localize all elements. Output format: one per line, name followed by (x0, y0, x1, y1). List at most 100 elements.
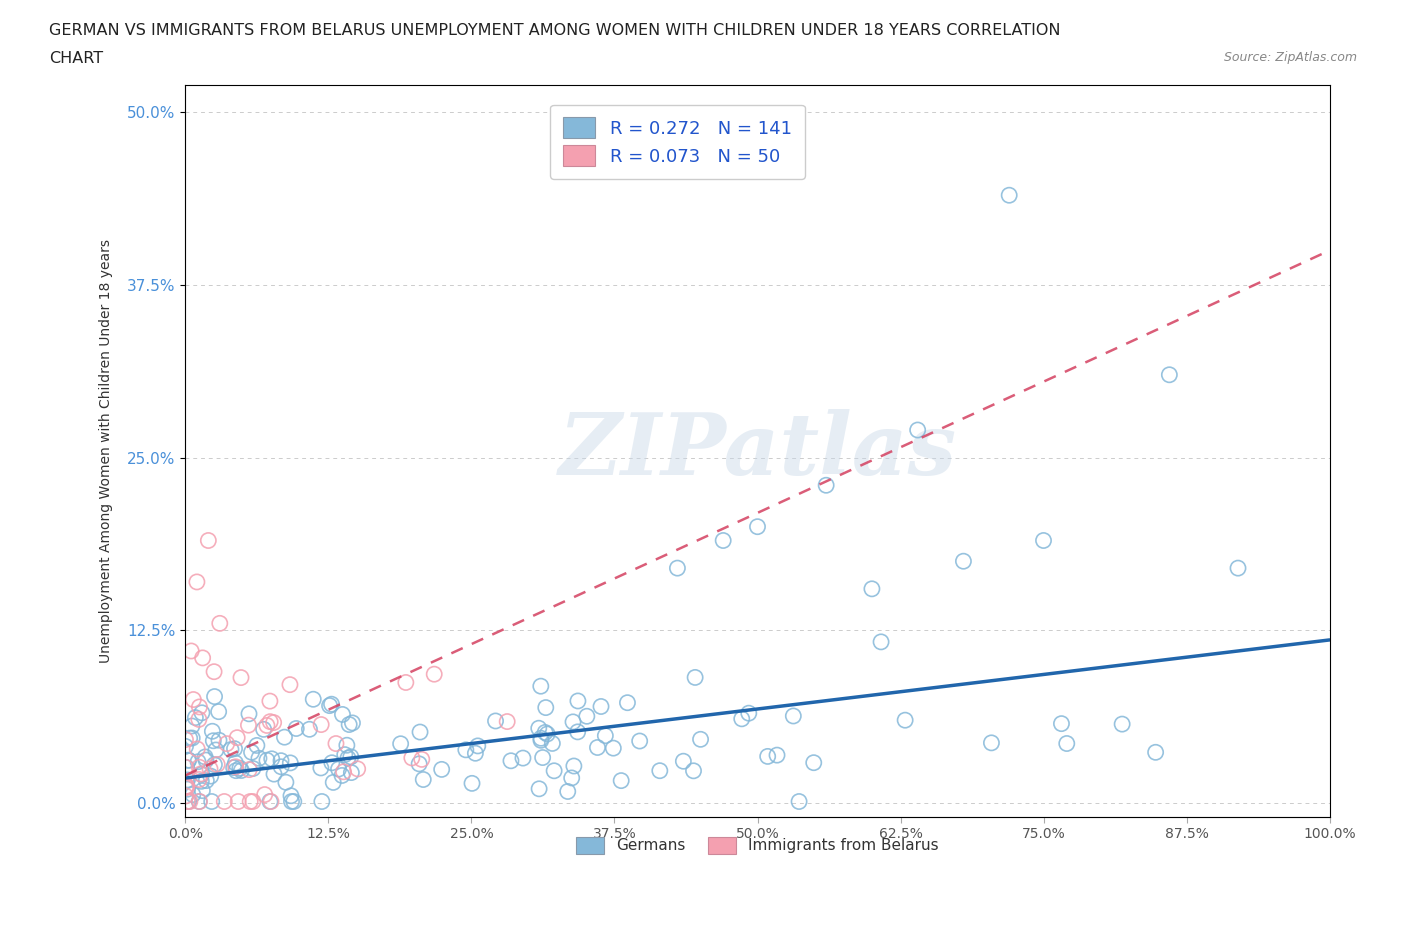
Point (1050, 716, 1073, 731)
Point (246, 738, 269, 753)
Point (541, 736, 564, 751)
Point (1111, 717, 1133, 732)
Point (648, 764, 671, 778)
Point (201, 724, 224, 738)
Point (224, 755, 246, 770)
Point (260, 794, 283, 809)
Point (229, 761, 252, 776)
Point (298, 722, 321, 737)
Point (180, 644, 202, 658)
Point (536, 726, 558, 741)
Point (499, 753, 522, 768)
Text: ZIPatlas: ZIPatlas (558, 409, 956, 493)
Point (181, 787, 204, 802)
Point (894, 712, 917, 727)
Point (219, 742, 242, 757)
Point (408, 756, 430, 771)
Point (259, 694, 281, 709)
Text: GERMAN VS IMMIGRANTS FROM BELARUS UNEMPLOYMENT AMONG WOMEN WITH CHILDREN UNDER 1: GERMAN VS IMMIGRANTS FROM BELARUS UNEMPL… (49, 23, 1060, 38)
Point (998, 188, 1021, 203)
Point (496, 714, 519, 729)
Point (253, 787, 276, 802)
Point (952, 553, 974, 568)
Point (208, 616, 231, 631)
Point (756, 749, 779, 764)
Point (430, 762, 453, 777)
Point (325, 737, 347, 751)
Point (201, 794, 224, 809)
Point (682, 764, 704, 778)
Point (567, 724, 589, 739)
Point (205, 757, 228, 772)
Point (263, 766, 285, 781)
Point (467, 738, 489, 753)
Point (176, 760, 198, 775)
Point (176, 779, 198, 794)
Point (815, 478, 838, 493)
Text: CHART: CHART (49, 51, 103, 66)
Point (870, 634, 893, 649)
Point (342, 715, 364, 730)
Point (278, 677, 301, 692)
Point (259, 794, 281, 809)
Point (177, 752, 200, 767)
Point (409, 724, 432, 739)
Point (527, 781, 550, 796)
Point (198, 762, 221, 777)
Y-axis label: Unemployment Among Women with Children Under 18 years: Unemployment Among Women with Children U… (100, 239, 114, 663)
Point (231, 763, 253, 777)
Point (530, 733, 553, 748)
Point (176, 778, 198, 793)
Point (395, 675, 418, 690)
Point (330, 768, 353, 783)
Point (179, 794, 201, 809)
Point (181, 731, 204, 746)
Point (239, 794, 262, 809)
Point (782, 709, 804, 724)
Point (322, 775, 344, 790)
Point (174, 789, 197, 804)
Point (562, 759, 585, 774)
Point (194, 752, 217, 767)
Point (1056, 736, 1078, 751)
Point (188, 772, 211, 787)
Point (191, 783, 214, 798)
Point (247, 751, 270, 765)
Point (530, 731, 553, 746)
Point (238, 718, 260, 733)
Point (302, 692, 325, 707)
Point (318, 698, 340, 713)
Legend: Germans, Immigrants from Belarus: Germans, Immigrants from Belarus (571, 830, 945, 860)
Point (333, 747, 356, 762)
Point (454, 742, 477, 757)
Point (309, 717, 332, 732)
Point (332, 707, 354, 722)
Point (534, 700, 557, 715)
Point (183, 692, 205, 707)
Point (610, 773, 633, 788)
Point (803, 755, 825, 770)
Point (225, 760, 247, 775)
Point (332, 764, 354, 779)
Point (321, 755, 343, 770)
Point (205, 742, 228, 757)
Point (256, 752, 278, 767)
Point (238, 707, 260, 722)
Point (337, 717, 360, 732)
Point (557, 784, 579, 799)
Point (190, 766, 212, 781)
Point (229, 671, 252, 685)
Point (412, 772, 434, 787)
Point (464, 746, 486, 761)
Point (531, 751, 554, 765)
Point (1144, 745, 1167, 760)
Point (187, 754, 209, 769)
Point (628, 734, 651, 749)
Point (1032, 533, 1054, 548)
Point (226, 730, 249, 745)
Point (186, 575, 208, 590)
Point (176, 773, 198, 788)
Point (666, 561, 689, 576)
Point (177, 753, 200, 768)
Point (242, 761, 264, 776)
